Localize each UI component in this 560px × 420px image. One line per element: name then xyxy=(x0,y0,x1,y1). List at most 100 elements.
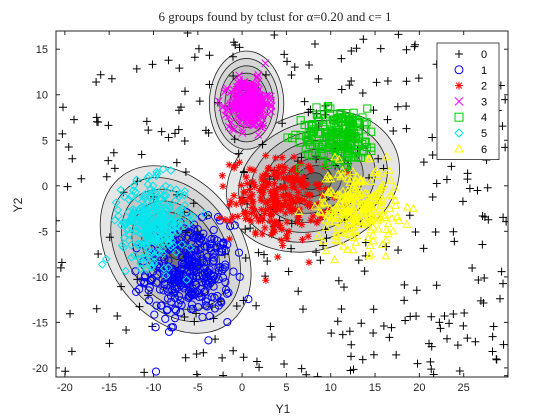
y-tick-label: 0 xyxy=(42,181,48,193)
series-0-point xyxy=(360,267,369,276)
series-1-point xyxy=(203,252,212,261)
series-0-point xyxy=(402,102,411,111)
series-5-point xyxy=(171,217,181,227)
series-2-point xyxy=(274,174,282,182)
series-0-point xyxy=(428,192,437,201)
series-2-point xyxy=(305,258,313,266)
series-0-point xyxy=(459,321,468,330)
series-3-point xyxy=(235,102,244,111)
series-4-point xyxy=(325,138,334,147)
series-2-point xyxy=(238,199,246,207)
series-0-point xyxy=(252,301,261,310)
series-0-point xyxy=(164,133,173,142)
series-5-point xyxy=(156,210,166,220)
series-2-point xyxy=(274,163,283,171)
legend-label-5: 5 xyxy=(481,128,487,140)
series-2-point xyxy=(283,192,291,200)
series-6-point xyxy=(362,201,372,210)
series-2-point xyxy=(285,227,293,235)
series-2-point xyxy=(266,217,274,225)
series-0-point xyxy=(297,364,306,373)
series-5-point xyxy=(158,164,168,174)
series-6-point xyxy=(383,219,393,228)
series-0-point xyxy=(347,77,356,86)
series-1-point xyxy=(210,234,219,243)
series-1-point xyxy=(170,314,180,323)
series-4-point xyxy=(351,149,360,158)
series-0-point xyxy=(107,74,116,83)
series-0-point xyxy=(436,324,445,333)
series-3-point xyxy=(251,107,260,116)
series-1-point xyxy=(159,286,168,295)
series-1-point xyxy=(207,292,216,302)
series-2-point xyxy=(263,198,272,207)
series-1-point xyxy=(244,295,253,304)
series-3-point xyxy=(235,71,244,80)
series-5-point xyxy=(101,254,111,264)
series-0-point xyxy=(104,156,113,165)
series-0-point xyxy=(300,97,309,106)
series-2-point xyxy=(317,213,325,221)
series-6-point xyxy=(337,218,347,227)
series-0-point xyxy=(483,183,492,192)
series-5-point xyxy=(162,235,172,245)
series-6-point xyxy=(392,211,402,220)
series-2-point xyxy=(269,171,278,179)
series-0-point xyxy=(347,352,355,361)
series-5-point xyxy=(148,217,158,227)
series-2-point xyxy=(322,184,330,193)
series-6-point xyxy=(332,231,341,240)
series-3-point xyxy=(253,102,262,111)
series-0-point xyxy=(235,43,244,52)
series-1-point xyxy=(217,266,227,275)
series-5-point xyxy=(185,243,195,252)
series-1-point xyxy=(185,260,194,269)
series-5-point xyxy=(143,210,153,219)
series-6-point xyxy=(346,218,356,227)
series-1-point xyxy=(195,292,204,302)
series-1-point xyxy=(221,246,230,255)
series-2-point xyxy=(309,212,317,220)
series-6-point xyxy=(340,228,350,237)
series-4-point xyxy=(324,101,333,111)
series-2-point xyxy=(258,182,266,190)
series-5-point xyxy=(147,188,157,197)
series-3-point xyxy=(238,126,247,135)
series-0-point xyxy=(400,280,409,289)
series-2-point xyxy=(274,220,283,228)
series-2-point xyxy=(307,203,315,211)
series-6-point xyxy=(356,199,366,208)
series-4-point xyxy=(332,142,341,151)
series-5-point xyxy=(172,221,182,230)
y-axis-label: Y2 xyxy=(11,197,25,212)
series-5-point xyxy=(175,205,184,215)
series-1-point xyxy=(187,256,197,265)
series-6-point xyxy=(351,176,361,185)
series-1-point xyxy=(209,225,218,235)
series-3-point xyxy=(258,114,267,122)
series-0-point xyxy=(204,128,213,137)
series-1-point xyxy=(166,277,176,286)
series-0-point xyxy=(499,213,508,222)
series-5-point xyxy=(152,167,161,177)
series-6-point xyxy=(356,174,366,183)
series-5-point xyxy=(177,240,187,249)
series-6-point xyxy=(360,188,370,197)
series-1-point xyxy=(140,273,149,282)
series-0-point xyxy=(383,77,392,86)
series-0-point xyxy=(190,317,199,326)
series-6-point xyxy=(368,236,378,245)
series-2-point xyxy=(290,153,298,161)
series-3-point xyxy=(243,94,252,103)
series-0-point xyxy=(56,216,61,225)
series-0-point xyxy=(241,254,250,263)
series-5-point xyxy=(132,218,141,228)
x-tick-label: 15 xyxy=(369,382,381,394)
series-5-point xyxy=(174,217,183,227)
series-0-point xyxy=(232,302,241,311)
series-5-point xyxy=(159,225,169,235)
series-5-point xyxy=(143,180,153,189)
series-0-point xyxy=(132,64,141,73)
series-5-point xyxy=(150,203,160,213)
series-5-point xyxy=(121,266,130,276)
